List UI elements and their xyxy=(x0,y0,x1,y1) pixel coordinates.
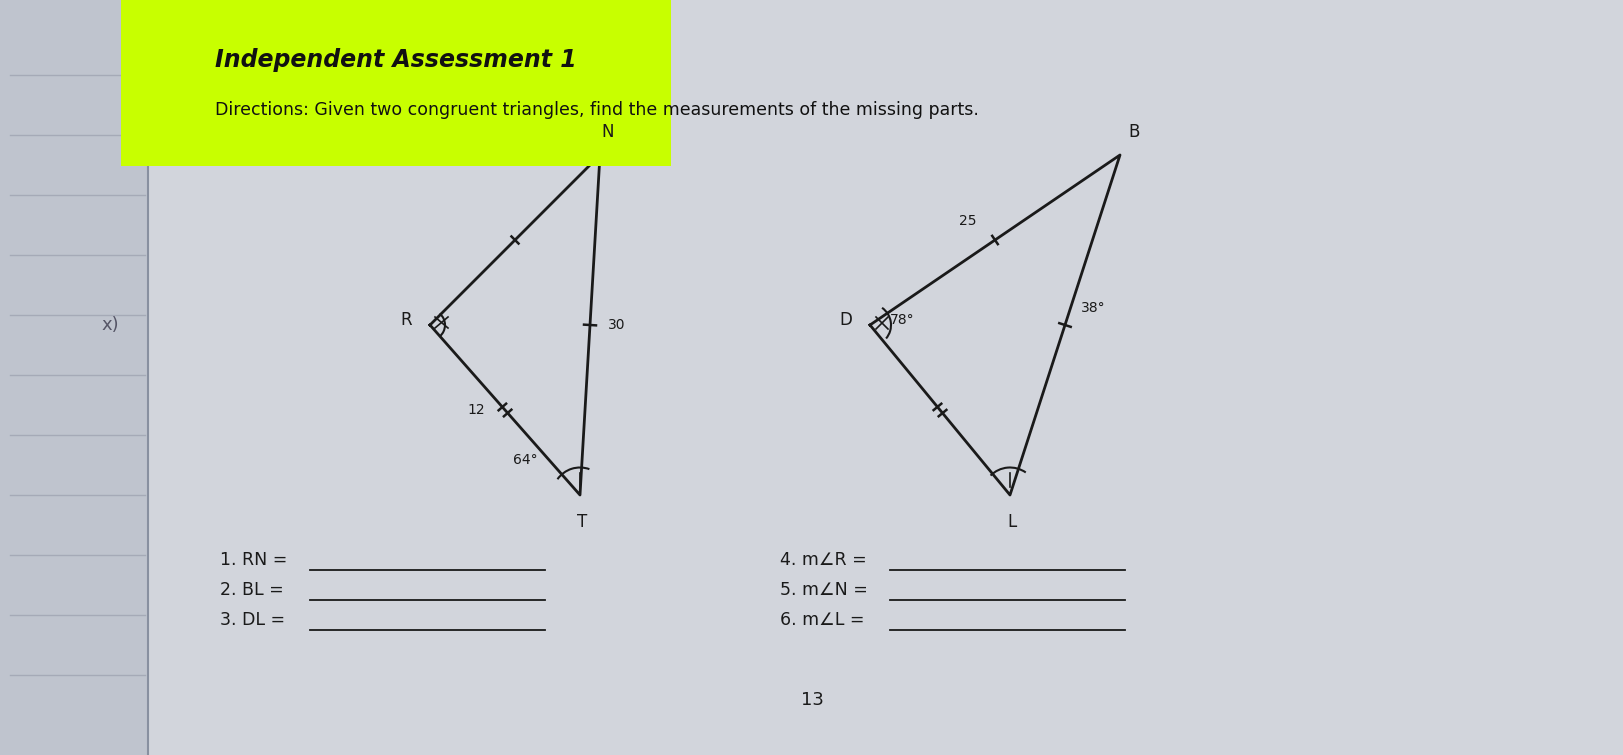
Text: 30: 30 xyxy=(607,318,625,332)
Text: 5. m∠N =: 5. m∠N = xyxy=(779,581,867,599)
Text: R: R xyxy=(401,311,412,329)
Text: B: B xyxy=(1128,123,1139,141)
Text: 4. m∠R =: 4. m∠R = xyxy=(779,551,867,569)
FancyBboxPatch shape xyxy=(148,0,1623,755)
Text: T: T xyxy=(576,513,588,531)
FancyBboxPatch shape xyxy=(0,0,148,755)
Text: 6. m∠L =: 6. m∠L = xyxy=(779,611,863,629)
Text: 13: 13 xyxy=(800,691,823,709)
Text: 78°: 78° xyxy=(889,313,914,327)
Text: 25: 25 xyxy=(959,214,977,228)
Text: 64°: 64° xyxy=(513,453,537,467)
Text: N: N xyxy=(602,123,613,141)
Text: x): x) xyxy=(101,316,118,334)
Text: 1. RN =: 1. RN = xyxy=(219,551,287,569)
Text: 2. BL =: 2. BL = xyxy=(219,581,284,599)
Text: 3. DL =: 3. DL = xyxy=(219,611,286,629)
Text: D: D xyxy=(839,311,852,329)
Text: Directions: Given two congruent triangles, find the measurements of the missing : Directions: Given two congruent triangle… xyxy=(214,101,979,119)
Text: Independent Assessment 1: Independent Assessment 1 xyxy=(214,48,576,72)
Text: L: L xyxy=(1006,513,1016,531)
Text: 12: 12 xyxy=(467,403,485,417)
Text: 38°: 38° xyxy=(1081,301,1105,315)
